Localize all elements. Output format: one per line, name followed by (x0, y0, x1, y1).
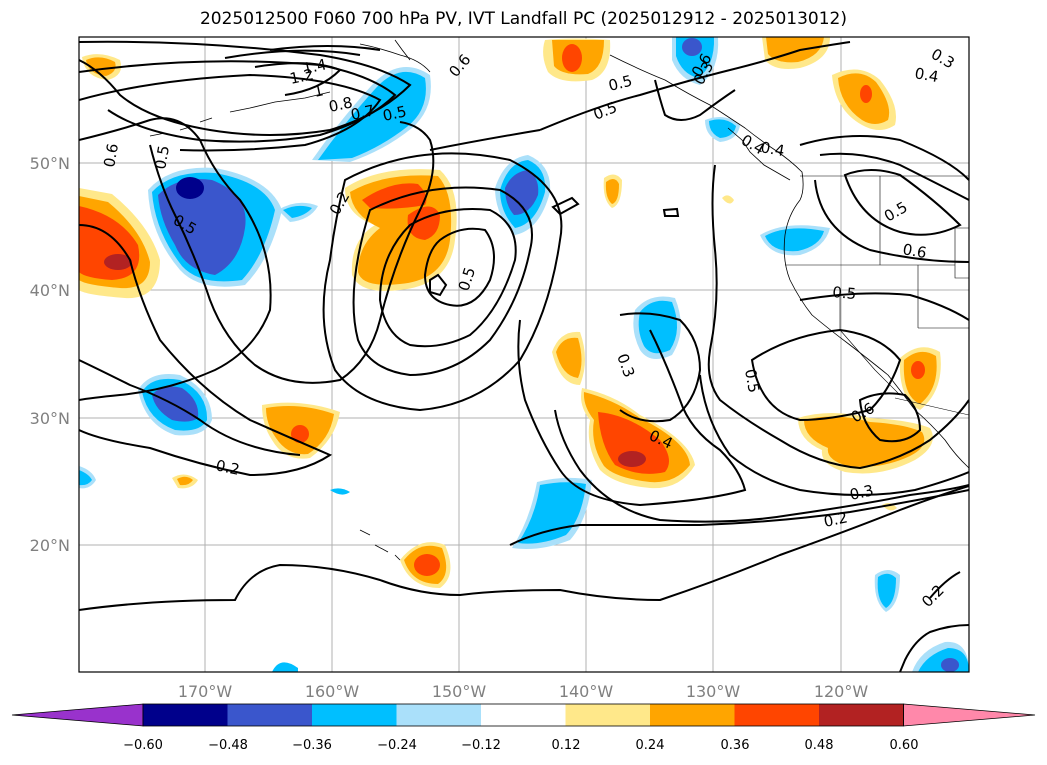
colorbar-extension-high (903, 703, 1036, 727)
blob-133w-58n (672, 37, 719, 85)
colorbar-tick-label: −0.12 (461, 738, 501, 753)
pv-contours (79, 40, 969, 672)
blob-140w-48n (603, 174, 622, 208)
colorbar-tick-labels: −0.60 −0.48 −0.36 −0.24 −0.12 0.12 0.24 … (123, 738, 918, 753)
contour-label: 1.4 (301, 55, 328, 78)
coastlines (149, 39, 969, 561)
colorbar (11, 703, 1036, 727)
colorbar-segment (396, 704, 482, 726)
colorbar-segment (143, 704, 228, 726)
blob-small-hawaii-north (330, 488, 350, 495)
lon-label: 130°W (686, 682, 741, 701)
colorbar-tick-label: −0.48 (208, 738, 248, 753)
blob-117w-34n (899, 347, 941, 410)
colorbar-frame (142, 703, 904, 727)
contour-label: 0.6 (901, 240, 928, 262)
blob-137w-28n (581, 388, 695, 489)
negative-anomaly-fills (79, 37, 969, 672)
contour-label: 0.4 (759, 138, 786, 160)
map-title: 2025012500 F060 700 hPa PV, IVT Landfall… (199, 9, 847, 29)
contour-label: 0.5 (832, 283, 857, 303)
colorbar-tick-label: 0.36 (721, 738, 750, 753)
contour-label: 0.5 (741, 368, 763, 395)
lon-label: 140°W (559, 682, 614, 701)
colorbar-tick-label: −0.60 (123, 738, 163, 753)
contour-label: 0.2 (822, 508, 849, 531)
colorbar-segment (819, 704, 904, 726)
colorbar-tick-label: −0.36 (292, 738, 332, 753)
blob-northeast (832, 69, 896, 130)
blob-142w-35n (552, 331, 585, 385)
colorbar-segment (565, 704, 651, 726)
lon-label: 170°W (178, 682, 233, 701)
colorbar-extension-low (11, 703, 144, 727)
lon-label: 150°W (432, 682, 487, 701)
blob-far-west (79, 188, 160, 299)
map-frame (78, 36, 970, 673)
lat-label: 50°N (30, 154, 70, 173)
blob-160w-30n (262, 402, 340, 459)
lat-label: 40°N (30, 281, 70, 300)
blob-145w-48n (495, 155, 551, 235)
political-borders (785, 175, 969, 416)
lat-label: 20°N (30, 536, 70, 555)
colorbar-tick-label: 0.60 (890, 738, 919, 753)
blob-top-center (543, 38, 611, 82)
colorbar-tick-label: 0.24 (636, 738, 665, 753)
lon-label: 160°W (305, 682, 360, 701)
contour-label: 1 (312, 81, 325, 101)
colorbar-segment (650, 704, 735, 726)
colorbar-segment (481, 704, 566, 726)
colorbar-segment (734, 704, 820, 726)
contour-label: 0.2 (214, 456, 241, 479)
colorbar-tick-label: 0.48 (805, 738, 834, 753)
blob-bottom-164w (272, 662, 298, 672)
blob-142w-22n (512, 477, 592, 549)
contour-label: 0.5 (607, 72, 635, 95)
blob-138w-38n (633, 296, 681, 359)
colorbar-tick-label: −0.24 (377, 738, 417, 753)
contour-label: 1.2 (288, 65, 315, 88)
contour-label: 0.7 (349, 101, 376, 124)
contour-label: 0.6 (100, 142, 122, 169)
contour-label: 0.5 (381, 102, 408, 125)
contour-label: 0.8 (327, 93, 354, 116)
lat-label: 30°N (30, 409, 70, 428)
latitude-labels: 50°N 40°N 30°N 20°N (30, 154, 70, 555)
blob-167w-45n (148, 167, 282, 287)
blob-115w-16n (874, 570, 900, 612)
contour-label: 0.5 (151, 144, 173, 171)
contour-label: 0.4 (913, 64, 940, 86)
blob-120w-30n (798, 413, 933, 474)
longitude-labels: 170°W 160°W 150°W 140°W 130°W 120°W (178, 682, 869, 701)
contour-label: 0.3 (848, 481, 875, 504)
colorbar-segment (312, 704, 397, 726)
blob-bottom-right (912, 641, 969, 672)
colorbar-tick-label: 0.12 (552, 738, 581, 753)
lon-label: 120°W (814, 682, 869, 701)
blob-small-126w-49n (722, 195, 734, 204)
colorbar-segment (227, 704, 313, 726)
blob-152w-18n (400, 542, 451, 588)
